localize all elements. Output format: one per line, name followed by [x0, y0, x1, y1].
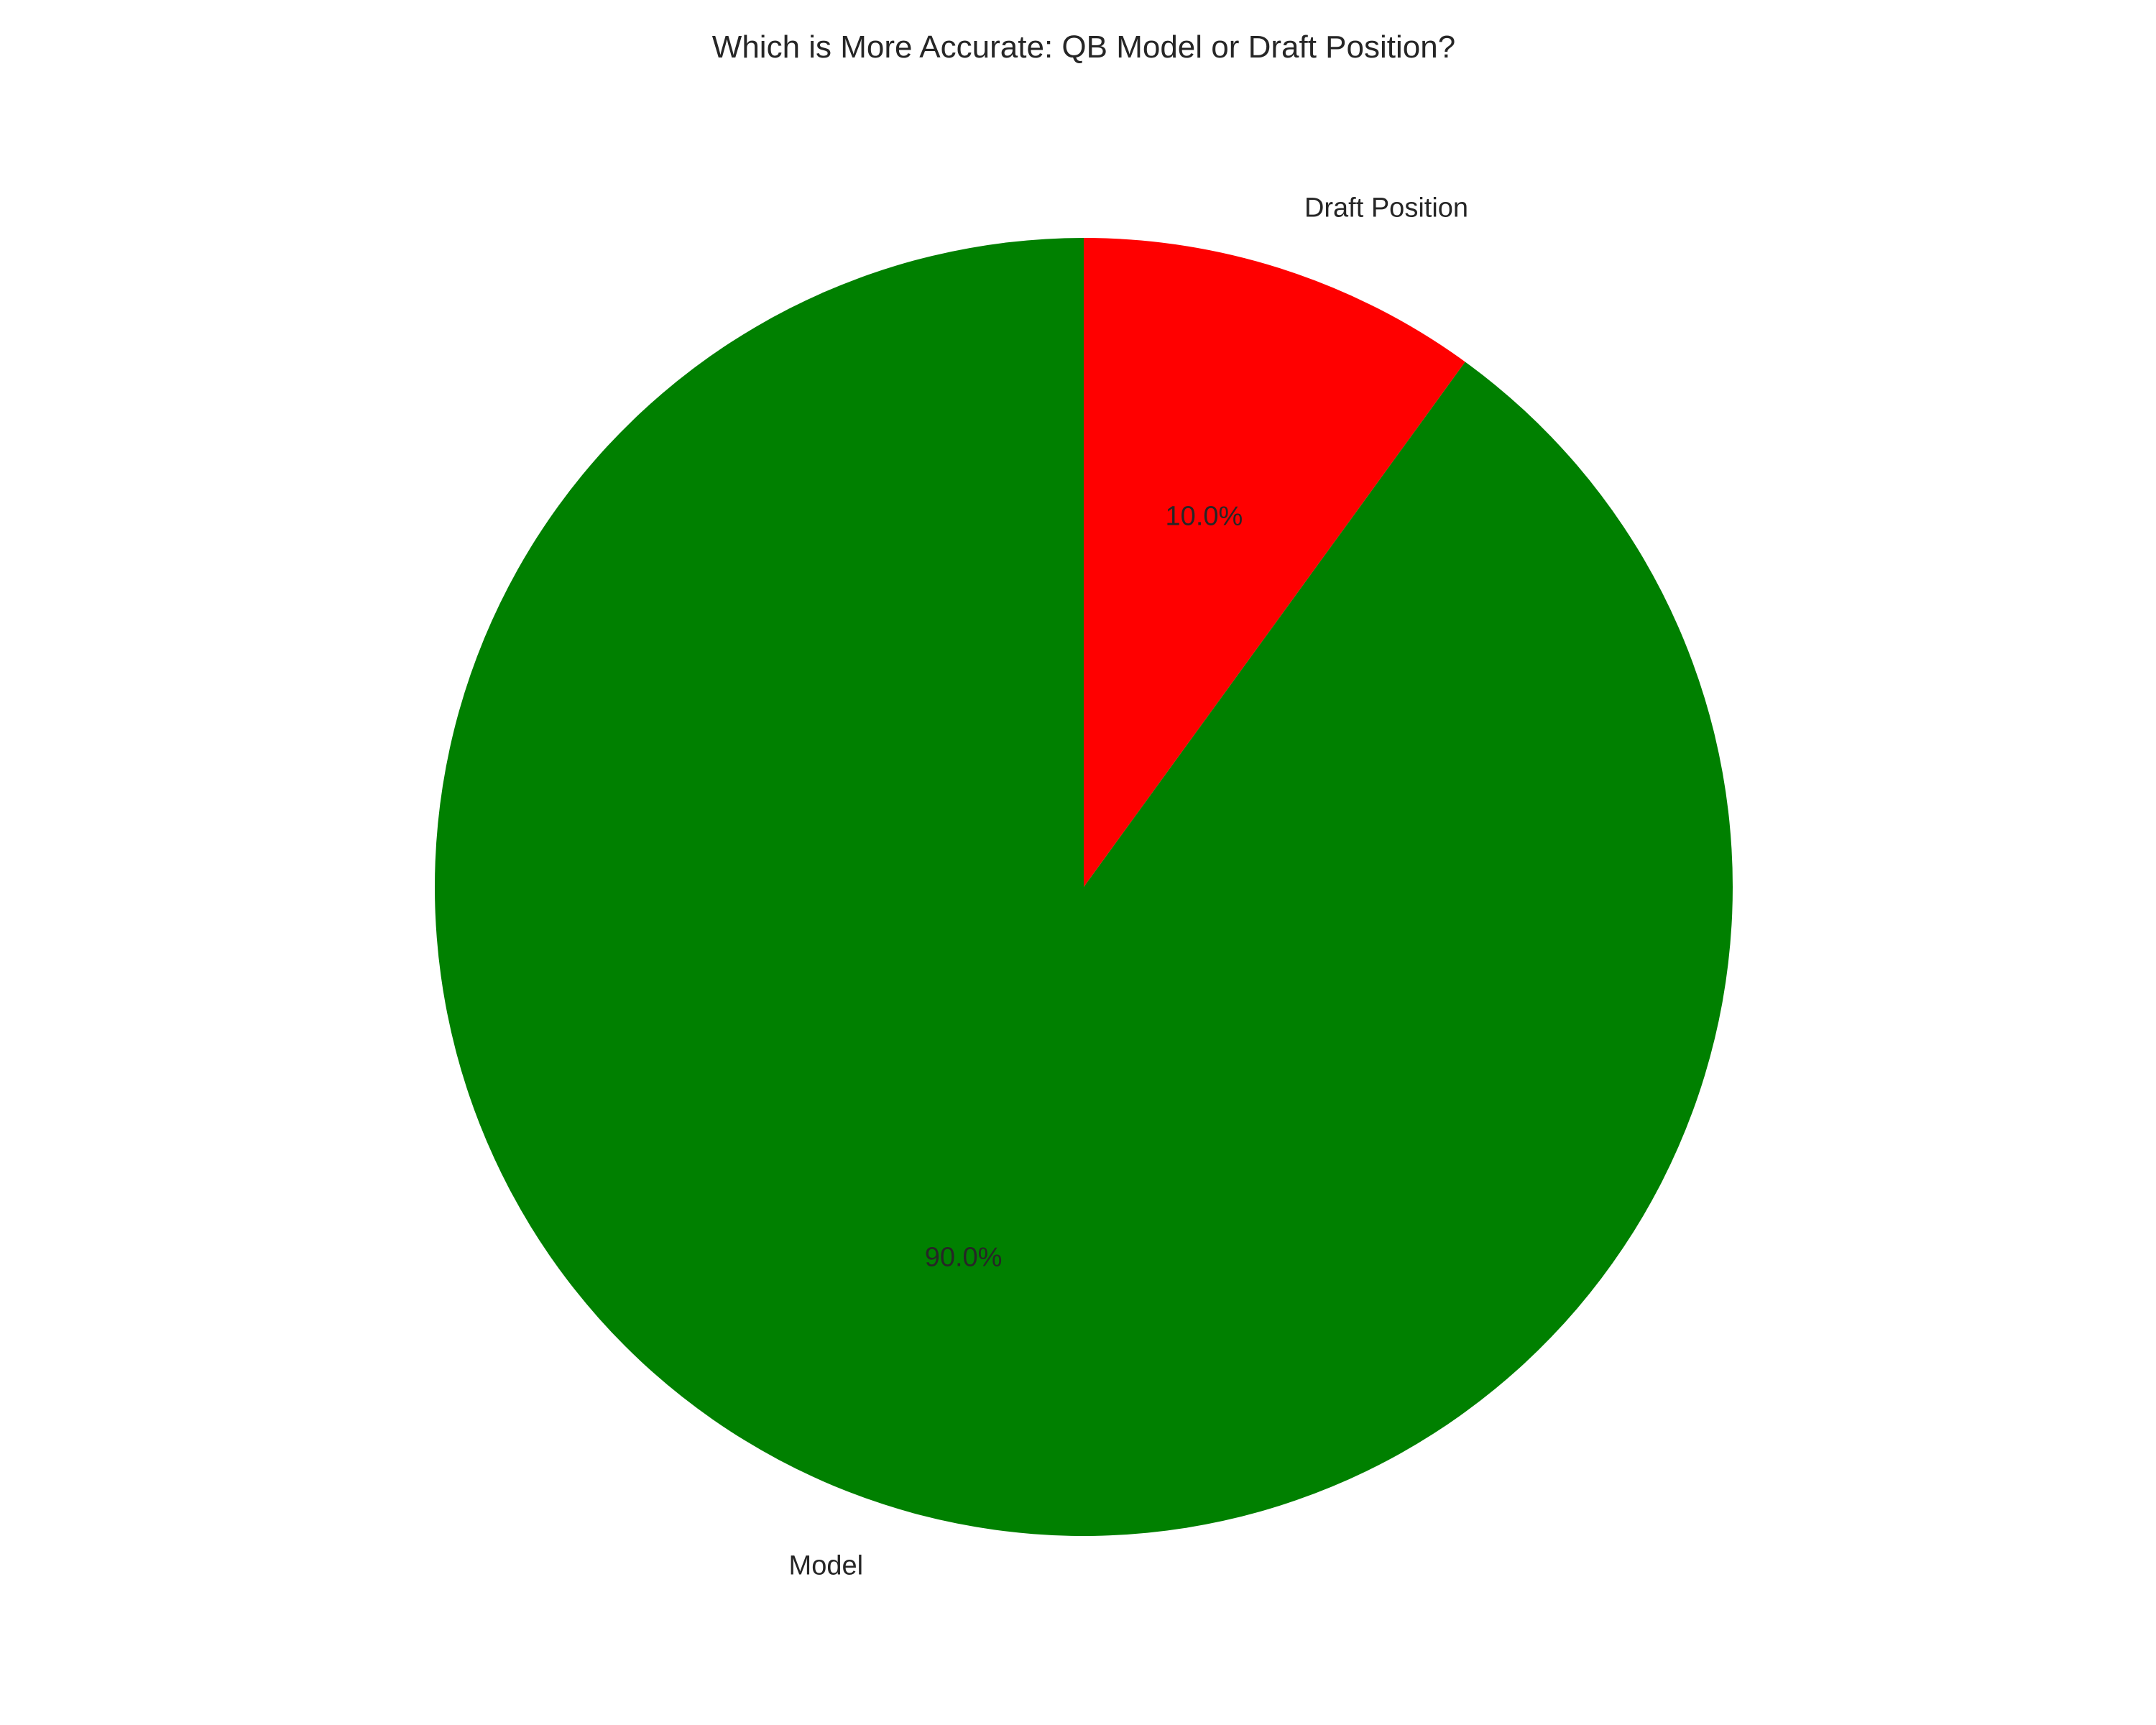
chart-title: Which is More Accurate: QB Model or Draf…: [712, 29, 1455, 65]
pie-slices: [435, 238, 1733, 1536]
pie-slice-model: [435, 238, 1733, 1536]
pie-slice-draft-position: [1084, 238, 1465, 887]
slice-label-draft-position: Draft Position: [1304, 193, 1468, 223]
pct-label-model: 90.0%: [925, 1242, 1003, 1272]
pie-labels: Draft Position 10.0% Model 90.0%: [789, 193, 1468, 1581]
pct-label-draft-position: 10.0%: [1166, 502, 1243, 532]
slice-label-model: Model: [789, 1551, 864, 1581]
